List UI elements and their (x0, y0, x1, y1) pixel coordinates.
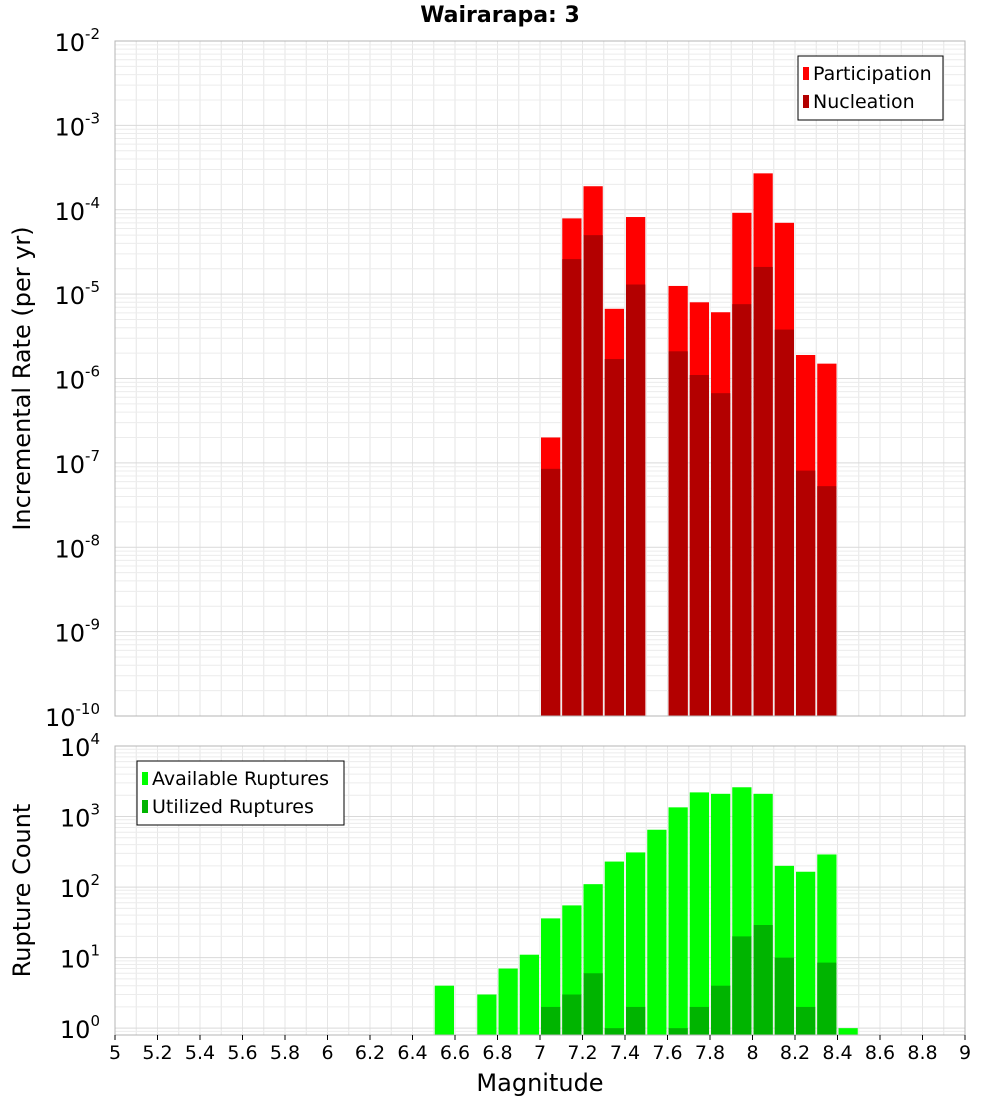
x-axis-label: Magnitude (476, 1069, 603, 1097)
y-tick-label: 10-8 (54, 531, 100, 563)
bar-utilized-ruptures (668, 1028, 688, 1035)
chart-title: Wairarapa: 3 (420, 3, 580, 28)
bar-nucleation (753, 266, 773, 716)
x-tick-label: 6.6 (440, 1042, 470, 1064)
grid (114, 40, 966, 717)
x-tick-label: 8.8 (907, 1042, 937, 1064)
bar-nucleation (711, 393, 731, 716)
bar-nucleation (817, 486, 837, 716)
x-tick-label: 9 (959, 1042, 971, 1064)
bar-utilized-ruptures (583, 973, 603, 1035)
bar-available-ruptures (604, 861, 624, 1035)
top-panel: 10-10 10-9 10-8 10-7 10-6 10-5 10-4 10-3 10-2 Inc… (8, 25, 966, 732)
x-tick-label: 6.2 (355, 1042, 385, 1064)
legend: Available Ruptures Utilized Ruptures (136, 760, 345, 826)
x-tick-label: 7.2 (567, 1042, 597, 1064)
bar-nucleation (562, 259, 582, 716)
bar-available-ruptures (689, 792, 709, 1035)
x-tick-label: 8.2 (780, 1042, 810, 1064)
bar-nucleation (541, 468, 561, 716)
bar-available-ruptures (434, 985, 454, 1035)
bar-available-ruptures (838, 1028, 858, 1035)
x-tick-label: 6 (321, 1042, 333, 1064)
bar-available-ruptures (541, 918, 561, 1035)
x-tick-label: 5.6 (227, 1042, 257, 1064)
legend-swatch (142, 772, 148, 785)
bar-available-ruptures (711, 793, 731, 1035)
legend-swatch (803, 95, 809, 108)
bar-nucleation (626, 284, 646, 716)
legend-label: Nucleation (813, 91, 915, 113)
legend-box (136, 760, 345, 826)
bar-utilized-ruptures (711, 985, 731, 1035)
x-tick-label: 8.4 (822, 1042, 852, 1064)
bar-nucleation (668, 351, 688, 716)
bar-utilized-ruptures (732, 936, 752, 1035)
x-tick-label: 7 (534, 1042, 546, 1064)
y-tick-label: 102 (60, 871, 100, 903)
x-tick-label: 5 (109, 1042, 121, 1064)
bar-utilized-ruptures (753, 925, 773, 1035)
legend-label: Participation (813, 63, 932, 85)
bar-utilized-ruptures (689, 1006, 709, 1035)
bar-available-ruptures (626, 852, 646, 1035)
x-tick-label: 7.4 (610, 1042, 640, 1064)
bar-nucleation (796, 470, 816, 716)
x-tick-label: 7.8 (695, 1042, 725, 1064)
bar-utilized-ruptures (796, 1006, 816, 1035)
plot-frame (114, 40, 966, 717)
x-tick-label: 5.4 (185, 1042, 215, 1064)
x-tick-label: 6.4 (397, 1042, 427, 1064)
legend-label: Available Ruptures (152, 768, 329, 790)
bar-available-ruptures (796, 871, 816, 1035)
bar-nucleation (774, 329, 794, 716)
bar-utilized-ruptures (604, 1028, 624, 1035)
bar-nucleation (689, 375, 709, 716)
y-tick-label: 10-5 (54, 278, 100, 310)
series-utilized-ruptures (541, 925, 837, 1035)
legend-label: Utilized Ruptures (152, 796, 314, 818)
y-tick-label: 104 (60, 730, 100, 762)
legend-box (797, 55, 944, 121)
bottom-panel: 100 101 102 103 104 Rupture Count 5 5.2 5.4 5.6 5.… (8, 730, 971, 1097)
x-tick-label: 6.8 (482, 1042, 512, 1064)
bar-utilized-ruptures (774, 957, 794, 1035)
bar-available-ruptures (668, 807, 688, 1035)
bar-nucleation (583, 235, 603, 716)
legend: Participation Nucleation (797, 55, 944, 121)
legend-swatch (142, 800, 148, 813)
bar-utilized-ruptures (541, 1006, 561, 1035)
bar-nucleation (604, 359, 624, 716)
x-tick-label: 8 (746, 1042, 758, 1064)
y-tick-label: 103 (60, 801, 100, 833)
series-nucleation (541, 235, 837, 716)
y-tick-label: 10-2 (54, 25, 100, 57)
y-tick-label: 101 (60, 942, 100, 974)
bar-utilized-ruptures (626, 1006, 646, 1035)
bar-utilized-ruptures (817, 962, 837, 1035)
bar-available-ruptures (477, 994, 497, 1035)
y-axis-label: Rupture Count (8, 804, 36, 978)
y-tick-label: 10-4 (54, 194, 100, 226)
bar-available-ruptures (498, 968, 518, 1035)
x-tick-label: 7.6 (652, 1042, 682, 1064)
y-tick-label: 10-6 (54, 363, 100, 395)
x-tick-label: 5.8 (270, 1042, 300, 1064)
y-axis-label: Incremental Rate (per yr) (8, 226, 36, 530)
bar-utilized-ruptures (562, 994, 582, 1035)
bar-nucleation (732, 304, 752, 716)
y-tick-label: 100 (60, 1012, 100, 1044)
y-tick-label: 10-9 (54, 616, 100, 648)
y-tick-label: 10-3 (54, 109, 100, 141)
x-tick-label: 8.6 (865, 1042, 895, 1064)
y-tick-label: 10-7 (54, 447, 100, 479)
x-tick-label: 5.2 (142, 1042, 172, 1064)
legend-swatch (803, 67, 809, 80)
bar-available-ruptures (647, 829, 667, 1035)
bar-available-ruptures (519, 954, 539, 1035)
y-tick-label: 10-10 (45, 700, 100, 732)
